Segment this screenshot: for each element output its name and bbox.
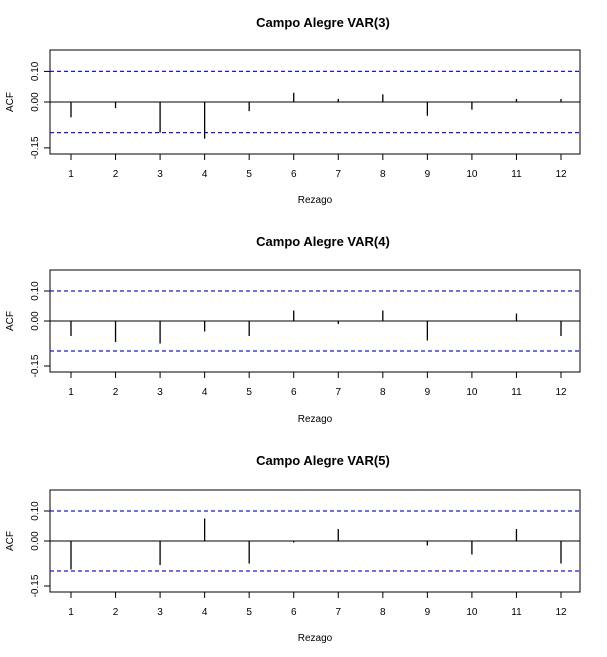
x-tick-label: 3 [157,169,163,180]
x-tick-label: 10 [466,607,478,618]
x-tick-label: 5 [246,169,252,180]
x-tick-label: 1 [68,607,74,618]
x-tick-label: 10 [466,387,478,398]
x-tick-label: 1 [68,169,74,180]
x-tick-label: 2 [113,387,119,398]
y-axis-label: ACF [5,531,16,551]
x-tick-label: 10 [466,169,478,180]
chart-title: Campo Alegre VAR(3) [256,15,390,30]
x-tick-label: 6 [291,607,297,618]
chart-title: Campo Alegre VAR(5) [256,453,390,468]
y-tick-label: 0.00 [30,531,41,551]
x-tick-label: 9 [425,387,431,398]
x-tick-label: 9 [425,169,431,180]
y-tick-label: -0.15 [30,574,41,597]
x-tick-label: 12 [555,387,567,398]
y-tick-label: 0.10 [30,501,41,521]
y-tick-label: 0.00 [30,92,41,112]
x-tick-label: 6 [291,387,297,398]
x-tick-label: 8 [380,387,386,398]
x-tick-label: 4 [202,607,208,618]
y-axis-label: ACF [5,311,16,331]
acf-panel-1: Campo Alegre VAR(3)1 2 3 4 5 6 7 8 9 10 11 12-0.150… [5,15,581,206]
x-tick-label: 12 [555,169,567,180]
x-tick-label: 7 [335,387,341,398]
y-tick-label: -0.15 [30,354,41,377]
x-tick-label: 7 [335,169,341,180]
y-tick-label: 0.10 [30,281,41,301]
x-tick-label: 4 [202,387,208,398]
x-tick-label: 12 [555,607,567,618]
x-tick-label: 5 [246,607,252,618]
acf-panel-3: Campo Alegre VAR(5)1 2 3 4 5 6 7 8 9 10 11 12-0.150… [5,453,581,644]
x-tick-label: 6 [291,169,297,180]
x-axis-label: Rezago [298,195,333,206]
x-tick-label: 2 [113,169,119,180]
x-axis-label: Rezago [298,633,333,644]
x-tick-label: 1 [68,387,74,398]
chart-title: Campo Alegre VAR(4) [256,234,390,249]
x-tick-label: 4 [202,169,208,180]
y-tick-label: 0.00 [30,311,41,331]
y-tick-label: 0.10 [30,61,41,81]
x-axis-label: Rezago [298,414,333,425]
x-tick-label: 3 [157,607,163,618]
x-tick-label: 3 [157,387,163,398]
x-tick-label: 8 [380,169,386,180]
acf-panel-2: Campo Alegre VAR(4)1 2 3 4 5 6 7 8 9 10 11 12-0.150… [5,234,581,425]
x-tick-label: 7 [335,607,341,618]
x-tick-label: 11 [511,607,522,618]
x-tick-label: 11 [511,169,522,180]
x-tick-label: 5 [246,387,252,398]
x-tick-label: 8 [380,607,386,618]
x-tick-label: 2 [113,607,119,618]
x-tick-label: 11 [511,387,522,398]
x-tick-label: 9 [425,607,431,618]
y-axis-label: ACF [5,92,16,112]
y-tick-label: -0.15 [30,136,41,159]
